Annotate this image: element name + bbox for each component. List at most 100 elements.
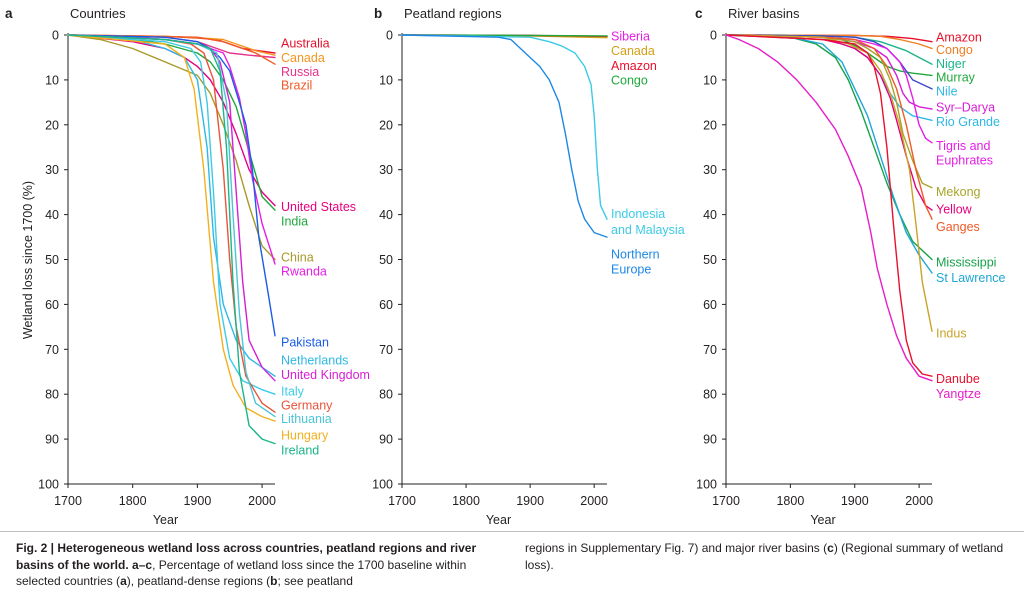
series-label-netherlands: Netherlands bbox=[281, 354, 348, 368]
series-label-rwanda: Rwanda bbox=[281, 265, 327, 279]
x-tick-label: 1800 bbox=[119, 494, 147, 508]
y-tick-label: 40 bbox=[703, 208, 717, 222]
series-label-indonesia: Indonesia bbox=[611, 207, 665, 221]
series-label-brazil: Brazil bbox=[281, 78, 312, 92]
series-label-euphrates: Euphrates bbox=[936, 153, 993, 167]
series-label-amazon: Amazon bbox=[611, 59, 657, 73]
y-tick-label: 30 bbox=[703, 163, 717, 177]
y-axis-title: Wetland loss since 1700 (%) bbox=[21, 181, 35, 339]
x-axis-title: Year bbox=[153, 513, 178, 527]
series-label-tigris-and: Tigris and bbox=[936, 139, 990, 153]
panel-letter: a bbox=[5, 6, 13, 21]
y-tick-label: 80 bbox=[379, 388, 393, 402]
x-axis-title: Year bbox=[486, 513, 511, 527]
y-tick-label: 100 bbox=[372, 478, 393, 492]
series-label-danube: Danube bbox=[936, 372, 980, 386]
series-line-ganges bbox=[725, 34, 933, 220]
series-line-pakistan bbox=[67, 34, 276, 337]
series-label-lithuania: Lithuania bbox=[281, 412, 332, 426]
series-label-russia: Russia bbox=[281, 65, 319, 79]
panel-title: Countries bbox=[70, 6, 126, 21]
caption-text-1: , Percentage of wetland loss since the 1… bbox=[16, 557, 467, 589]
series-line-netherlands bbox=[67, 34, 276, 377]
x-tick-label: 1700 bbox=[54, 494, 82, 508]
x-tick-label: 1900 bbox=[183, 494, 211, 508]
y-tick-label: 10 bbox=[703, 73, 717, 87]
series-line-syr-darya bbox=[725, 34, 933, 110]
series-label-yangtze: Yangtze bbox=[936, 387, 981, 401]
series-label-syr-darya: Syr–Darya bbox=[936, 100, 995, 114]
panel-title: Peatland regions bbox=[404, 6, 502, 21]
caption-panel-range: a–c bbox=[132, 557, 153, 572]
series-line-rwanda bbox=[67, 34, 276, 265]
series-label-and-malaysia: and Malaysia bbox=[611, 223, 685, 237]
series-line-indus bbox=[725, 34, 933, 332]
caption-divider bbox=[0, 531, 1024, 532]
y-tick-label: 50 bbox=[379, 253, 393, 267]
series-label-st-lawrence: St Lawrence bbox=[936, 271, 1006, 285]
series-label-congo: Congo bbox=[611, 73, 648, 87]
y-tick-label: 40 bbox=[379, 208, 393, 222]
series-label-pakistan: Pakistan bbox=[281, 336, 329, 350]
y-tick-label: 0 bbox=[52, 29, 59, 43]
y-tick-label: 30 bbox=[379, 163, 393, 177]
series-line-hungary bbox=[67, 34, 276, 422]
series-line-brazil bbox=[67, 34, 276, 65]
series-label-rio-grande: Rio Grande bbox=[936, 115, 1000, 129]
series-label-china: China bbox=[281, 250, 314, 264]
series-label-ganges: Ganges bbox=[936, 220, 980, 234]
series-label-niger: Niger bbox=[936, 57, 966, 71]
series-label-india: India bbox=[281, 214, 308, 228]
x-tick-label: 2000 bbox=[580, 494, 608, 508]
series-line-india bbox=[67, 34, 276, 211]
y-tick-label: 50 bbox=[703, 253, 717, 267]
series-label-amazon: Amazon bbox=[936, 30, 982, 44]
panel-river-basins: c River basins 0 10 20 30 40 50 60 70 80 90 100 1700 1… bbox=[695, 6, 1006, 527]
y-tick-label: 0 bbox=[710, 29, 717, 43]
series-label-northern: Northern bbox=[611, 248, 660, 262]
y-tick-label: 40 bbox=[45, 208, 59, 222]
y-tick-label: 30 bbox=[45, 163, 59, 177]
x-tick-label: 1800 bbox=[776, 494, 804, 508]
series-label-canada: Canada bbox=[611, 44, 655, 58]
series-line-yangtze bbox=[725, 34, 933, 382]
y-tick-label: 60 bbox=[703, 298, 717, 312]
series-label-indus: Indus bbox=[936, 327, 967, 341]
y-tick-label: 90 bbox=[703, 433, 717, 447]
wetland-loss-figure: Wetland loss since 1700 (%) a Countries 0 1… bbox=[5, 6, 1006, 527]
y-tick-label: 80 bbox=[703, 388, 717, 402]
series-label-hungary: Hungary bbox=[281, 429, 329, 443]
series-line-nile bbox=[725, 34, 933, 90]
series-label-congo: Congo bbox=[936, 43, 973, 57]
y-tick-label: 60 bbox=[379, 298, 393, 312]
y-tick-label: 70 bbox=[45, 343, 59, 357]
x-tick-label: 1700 bbox=[388, 494, 416, 508]
caption-text-3b: regions in Supplementary Fig. 7) and maj… bbox=[525, 541, 828, 555]
y-tick-label: 90 bbox=[379, 433, 393, 447]
caption-text-2: ), peatland-dense regions ( bbox=[126, 574, 271, 588]
series-line-danube bbox=[725, 34, 933, 377]
y-tick-label: 50 bbox=[45, 253, 59, 267]
series-line-china bbox=[67, 34, 276, 261]
x-tick-label: 1900 bbox=[516, 494, 544, 508]
y-tick-label: 100 bbox=[696, 478, 717, 492]
series-line-mississippi bbox=[725, 34, 933, 261]
series-line-mekong bbox=[725, 34, 933, 189]
series-label-mississippi: Mississippi bbox=[936, 256, 996, 270]
caption-panel-b: b bbox=[270, 574, 278, 588]
series-label-siberia: Siberia bbox=[611, 29, 650, 43]
x-tick-label: 1700 bbox=[712, 494, 740, 508]
panel-letter: c bbox=[695, 6, 703, 21]
series-label-germany: Germany bbox=[281, 398, 333, 412]
caption-panel-c: c bbox=[827, 541, 834, 555]
series-label-australia: Australia bbox=[281, 37, 330, 51]
panel-peatland-regions: b Peatland regions 0 10 20 30 40 50 60 70 80 90 100 1… bbox=[372, 6, 685, 527]
series-label-murray: Murray bbox=[936, 71, 976, 85]
series-line-indonesia-and-malaysia bbox=[401, 34, 608, 220]
panel-countries: a Countries 0 10 20 30 40 50 60 70 80 90 100 1700 1800… bbox=[5, 6, 370, 527]
y-tick-label: 60 bbox=[45, 298, 59, 312]
series-line-northern-europe bbox=[401, 34, 608, 238]
series-label-united-states: United States bbox=[281, 200, 356, 214]
y-tick-label: 90 bbox=[45, 433, 59, 447]
series-line-united-kingdom bbox=[67, 34, 276, 382]
